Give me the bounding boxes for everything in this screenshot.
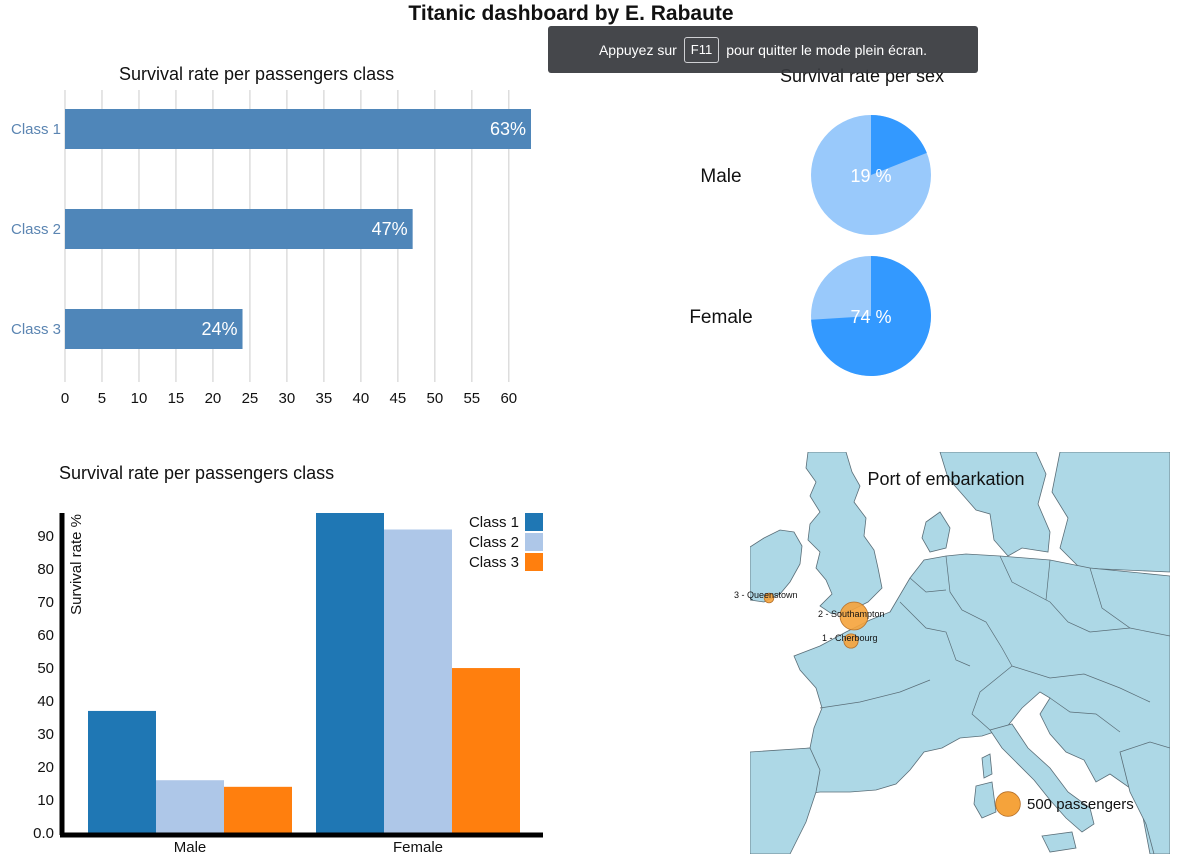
- class-bar: [65, 309, 243, 349]
- legend-swatch: [525, 533, 543, 551]
- grouped-bar: [384, 529, 452, 833]
- pie-survived-slice: [811, 256, 932, 377]
- class-bar-chart-title: Survival rate per passengers class: [119, 64, 395, 84]
- baltic-landmass: [1051, 452, 1170, 573]
- y-tick-label: 20: [37, 759, 54, 776]
- grouped-bar: [452, 668, 520, 833]
- bar-value-label: 47%: [372, 219, 408, 239]
- legend-label: Class 3: [469, 554, 519, 571]
- scandinavia-shape: [939, 452, 1051, 557]
- x-tick-label: 60: [500, 390, 517, 407]
- x-tick-label: 30: [279, 390, 296, 407]
- f11-key-badge: F11: [683, 36, 720, 63]
- sicily-shape: [1041, 831, 1077, 853]
- y-tick-label: 70: [37, 594, 54, 611]
- port-marker: [763, 592, 775, 604]
- class-sex-grouped-bar-chart: Male Female 0.0 10 20 30 40 50 60 70 80 90 Survival …: [33, 513, 543, 856]
- x-category-label: Male: [174, 839, 207, 856]
- grouped-bar: [316, 513, 384, 833]
- x-tick-label: 35: [316, 390, 333, 407]
- pie-sex-label: Female: [689, 307, 752, 328]
- great-britain-shape: [805, 452, 883, 615]
- legend-swatch: [525, 513, 543, 531]
- grouped-bar: [224, 786, 292, 833]
- class-bar: [65, 209, 413, 249]
- port-marker: [839, 601, 869, 631]
- y-tick-label: 0.0: [33, 825, 54, 842]
- y-tick-label: 90: [37, 528, 54, 545]
- fullscreen-notice: Appuyez sur F11 pour quitter le mode ple…: [548, 26, 978, 73]
- italy-shape: [989, 723, 1095, 833]
- page-title: Titanic dashboard by E. Rabaute: [408, 2, 734, 25]
- x-tick-label: 40: [353, 390, 370, 407]
- sex-survival-pie-charts: 19 % Male 74 % Female: [689, 115, 932, 377]
- pie-sex-label: Male: [700, 166, 741, 187]
- class-survival-bar-chart: 0 5 10 15 20 25 30 35 40 45 50 55 60 63% Class 1 47% Cla…: [11, 90, 531, 407]
- pie-survived-slice: [871, 115, 927, 175]
- map-legend-marker: [995, 791, 1021, 817]
- bar-value-label: 24%: [201, 319, 237, 339]
- y-tick-label: 10: [37, 792, 54, 809]
- x-category-label: Female: [393, 839, 443, 856]
- y-tick-label: 60: [37, 627, 54, 644]
- port-label: 2 - Southampton: [818, 609, 885, 619]
- y-tick-label: 30: [37, 726, 54, 743]
- pie-value-label: 74 %: [850, 307, 891, 327]
- port-markers: 3 - Queenstown 2 - Southampton 1 - Cherbou…: [734, 590, 1134, 817]
- map-title: Port of embarkation: [867, 469, 1024, 489]
- x-tick-label: 20: [205, 390, 222, 407]
- x-tick-label: 15: [168, 390, 185, 407]
- iberia-shape: [750, 747, 821, 854]
- corsica-shape: [981, 753, 993, 779]
- grouped-bar: [156, 780, 224, 833]
- ireland-shape: [750, 529, 803, 603]
- x-tick-label: 25: [242, 390, 259, 407]
- balkans-shape: [1119, 741, 1170, 854]
- y-axis-label: Survival rate %: [68, 514, 85, 615]
- port-label: 1 - Cherbourg: [822, 633, 878, 643]
- country-borders: [819, 555, 1170, 733]
- embarkation-map: Port of embarkation 3 - Queenstown 2 - So…: [734, 452, 1170, 854]
- y-tick-label: 50: [37, 660, 54, 677]
- legend-label: Class 2: [469, 534, 519, 551]
- fullscreen-notice-text-before: Appuyez sur: [598, 41, 677, 58]
- denmark-shape: [921, 511, 951, 553]
- y-tick-label: 80: [37, 561, 54, 578]
- x-tick-label: 5: [98, 390, 106, 407]
- fullscreen-notice-text-after: pour quitter le mode plein écran.: [726, 41, 928, 58]
- x-tick-label: 45: [390, 390, 407, 407]
- y-tick-label: 40: [37, 693, 54, 710]
- x-tick-label: 55: [463, 390, 480, 407]
- x-tick-label: 50: [426, 390, 443, 407]
- port-marker: [843, 633, 859, 649]
- y-category-label: Class 3: [11, 321, 61, 338]
- port-label: 3 - Queenstown: [734, 590, 798, 600]
- pie-value-label: 19 %: [850, 166, 891, 186]
- legend-label: Class 1: [469, 514, 519, 531]
- bar-value-label: 63%: [490, 119, 526, 139]
- y-category-label: Class 2: [11, 221, 61, 238]
- map-legend-label: 500 passengers: [1027, 796, 1134, 813]
- grouped-bar-chart-title: Survival rate per passengers class: [59, 463, 335, 483]
- y-category-label: Class 1: [11, 121, 61, 138]
- sardinia-shape: [973, 781, 997, 819]
- grouped-bar: [88, 710, 156, 833]
- class-bar: [65, 109, 531, 149]
- legend-swatch: [525, 553, 543, 571]
- x-tick-label: 0: [61, 390, 69, 407]
- x-tick-label: 10: [131, 390, 148, 407]
